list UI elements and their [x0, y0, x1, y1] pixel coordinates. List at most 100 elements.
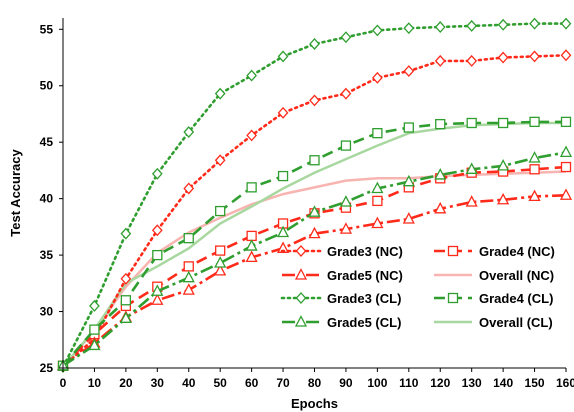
- y-tick-label: 45: [40, 135, 54, 149]
- data-point: [529, 17, 540, 30]
- y-axis-title: Test Accuracy: [8, 149, 23, 237]
- series-layer: [56, 17, 573, 373]
- data-point: [465, 162, 478, 174]
- data-point: [403, 22, 415, 35]
- data-point: [277, 50, 289, 63]
- legend-label: Overall (NC): [479, 268, 554, 283]
- y-tick-label: 25: [40, 361, 54, 375]
- x-tick-label: 60: [245, 376, 259, 390]
- legend-item-overall-nc: Overall (NC): [434, 268, 554, 283]
- series-grade3-cl: [57, 17, 572, 373]
- x-tick-label: 70: [276, 376, 290, 390]
- legend-marker: [294, 268, 308, 280]
- series-line-grade5-nc: [62, 194, 567, 367]
- series-line-grade4-nc: [62, 165, 567, 367]
- data-point: [215, 205, 226, 217]
- legend-item-grade4-nc: Grade4 (NC): [434, 244, 555, 259]
- data-point: [120, 295, 132, 306]
- y-tick-label: 55: [40, 22, 54, 36]
- data-point: [497, 159, 510, 171]
- data-point: [372, 24, 383, 37]
- data-point: [402, 174, 415, 187]
- data-point: [309, 155, 320, 166]
- data-point: [119, 311, 132, 323]
- data-point: [182, 270, 195, 283]
- data-point: [215, 245, 226, 256]
- data-point: [309, 94, 320, 107]
- data-point: [339, 222, 353, 234]
- data-point: [246, 129, 257, 142]
- legend-label: Grade3 (CL): [327, 291, 401, 306]
- legend-marker: [295, 292, 307, 304]
- data-point: [466, 54, 478, 67]
- data-point: [276, 241, 290, 253]
- x-tick-label: 130: [462, 376, 482, 390]
- series-overall-nc: [62, 170, 567, 368]
- data-point: [372, 195, 383, 207]
- legend-item-grade3-cl: Grade3 (CL): [280, 291, 401, 306]
- data-point: [214, 256, 227, 268]
- data-point: [214, 154, 226, 167]
- data-point: [89, 299, 100, 312]
- data-point: [466, 117, 477, 129]
- series-grade3-nc: [57, 49, 572, 373]
- data-point: [277, 170, 289, 182]
- x-tick-label: 100: [367, 376, 387, 390]
- y-tick-label: 35: [40, 248, 54, 262]
- data-point: [340, 31, 352, 44]
- x-tick-label: 10: [88, 376, 102, 390]
- data-point: [529, 164, 540, 175]
- data-point: [497, 51, 509, 64]
- data-point: [214, 87, 226, 100]
- data-point: [151, 284, 164, 296]
- x-tick-label: 80: [308, 376, 322, 390]
- data-point: [183, 182, 195, 195]
- legend-label: Grade5 (CL): [327, 315, 401, 330]
- data-point: [371, 181, 384, 194]
- legend-label: Overall (CL): [479, 315, 553, 330]
- data-point: [466, 19, 478, 32]
- data-point: [88, 338, 101, 351]
- x-axis-title: Epochs: [291, 396, 338, 411]
- legend-marker: [447, 292, 459, 304]
- legend-marker: [447, 245, 459, 257]
- legend: Grade3 (NC) Grade4 (NC) Grade5 (NC) Overall…: [280, 244, 555, 330]
- y-tick-label: 50: [40, 79, 54, 93]
- data-point: [151, 293, 164, 305]
- y-tick-label: 40: [40, 192, 54, 206]
- data-point: [120, 272, 132, 285]
- data-point: [182, 283, 195, 295]
- data-point: [434, 54, 446, 67]
- legend-item-grade4-cl: Grade4 (CL): [434, 291, 553, 306]
- data-point: [528, 189, 541, 202]
- data-point: [309, 37, 320, 50]
- data-point: [465, 195, 478, 207]
- legend-marker: [294, 315, 308, 327]
- x-tick-label: 20: [119, 376, 133, 390]
- data-point: [151, 167, 163, 180]
- data-point: [372, 71, 383, 84]
- legend-item-grade3-nc: Grade3 (NC): [280, 244, 403, 259]
- data-point: [497, 192, 510, 205]
- data-point: [560, 161, 572, 173]
- data-point: [245, 239, 258, 251]
- data-point: [308, 226, 321, 239]
- data-point: [183, 261, 194, 272]
- data-point: [560, 49, 572, 62]
- data-point: [559, 188, 573, 200]
- data-point: [89, 324, 100, 335]
- data-point: [151, 224, 163, 237]
- data-point: [434, 201, 447, 214]
- data-point: [528, 151, 541, 163]
- data-point: [120, 227, 132, 240]
- x-tick-label: 140: [493, 376, 513, 390]
- legend-label: Grade5 (NC): [327, 268, 403, 283]
- data-point: [276, 225, 290, 238]
- data-point: [529, 50, 540, 63]
- x-tick-label: 50: [214, 376, 228, 390]
- x-tick-label: 30: [151, 376, 165, 390]
- data-point: [434, 21, 446, 34]
- series-line-overall-nc: [62, 170, 567, 368]
- data-point: [277, 106, 289, 119]
- data-point: [560, 116, 572, 128]
